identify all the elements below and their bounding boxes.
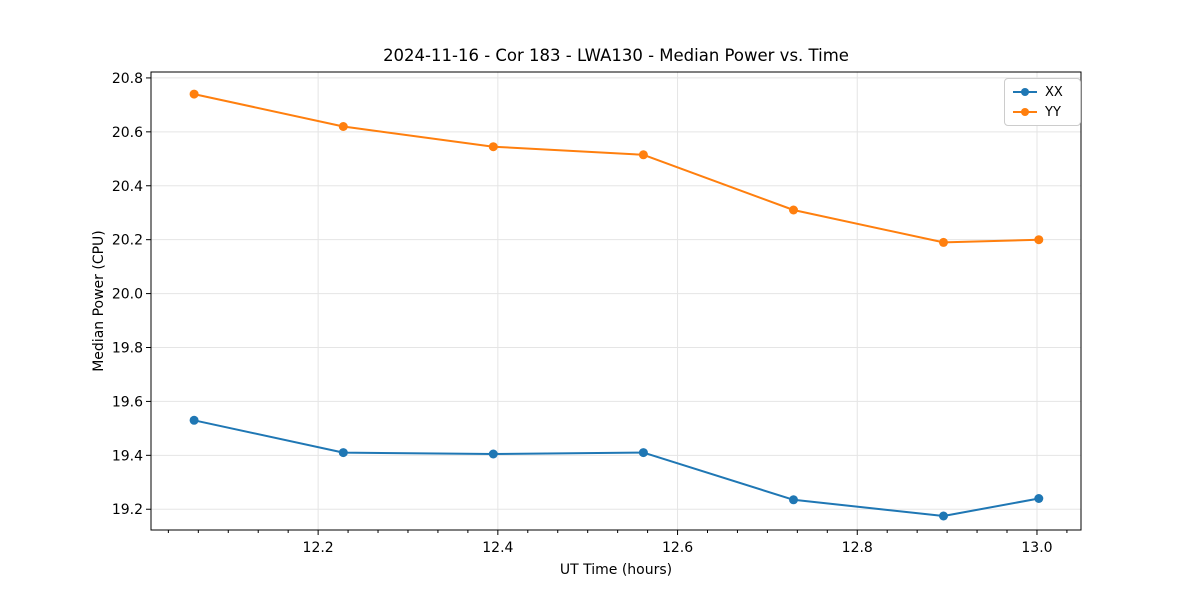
legend-item-yy: YY [1012,103,1074,121]
data-point-yy [189,89,199,99]
data-point-yy [939,237,948,247]
x-tick-label: 12.4 [482,540,513,556]
legend-marker-icon [1021,108,1029,116]
legend-sample-xx [1013,88,1037,96]
legend-sample-yy [1013,108,1037,116]
x-tick-label: 12.2 [303,540,334,556]
legend-label-xx: XX [1045,84,1063,100]
plot-border [150,71,1082,531]
y-axis-label: Median Power (CPU) [91,230,107,372]
y-tick-label: 19.8 [112,341,143,357]
legend-marker-icon [1021,88,1029,96]
series-line-yy [193,93,1039,244]
data-point-xx [1034,494,1044,503]
y-tick-label: 20.4 [112,179,143,195]
data-point-yy [638,150,648,160]
data-point-xx [638,448,648,458]
y-tick-label: 20.8 [112,71,143,87]
data-point-yy [1034,235,1044,245]
chart-title: 2024-11-16 - Cor 183 - LWA130 - Median P… [383,46,849,65]
data-point-yy [789,205,798,215]
legend: XX YY [1004,78,1081,126]
data-point-xx [338,448,348,458]
x-tick-label: 13.0 [1021,540,1052,556]
legend-label-yy: YY [1045,104,1061,120]
y-tick-label: 19.2 [112,502,143,518]
series-line-xx [193,419,1039,517]
data-point-xx [189,415,199,425]
x-tick-label: 12.8 [842,540,873,556]
y-tick-label: 20.2 [112,233,143,249]
y-tick-label: 19.6 [112,394,143,410]
x-axis-label: UT Time (hours) [559,562,673,578]
data-point-xx [939,511,948,521]
x-tick-label: 12.6 [662,540,693,556]
y-tick-label: 20.6 [112,125,143,141]
data-point-xx [789,495,798,505]
data-point-yy [488,142,498,152]
y-tick-label: 20.0 [112,287,143,303]
legend-item-xx: XX [1012,83,1074,101]
y-tick-label: 19.4 [112,448,143,464]
data-point-yy [338,122,348,131]
data-point-xx [488,449,498,459]
